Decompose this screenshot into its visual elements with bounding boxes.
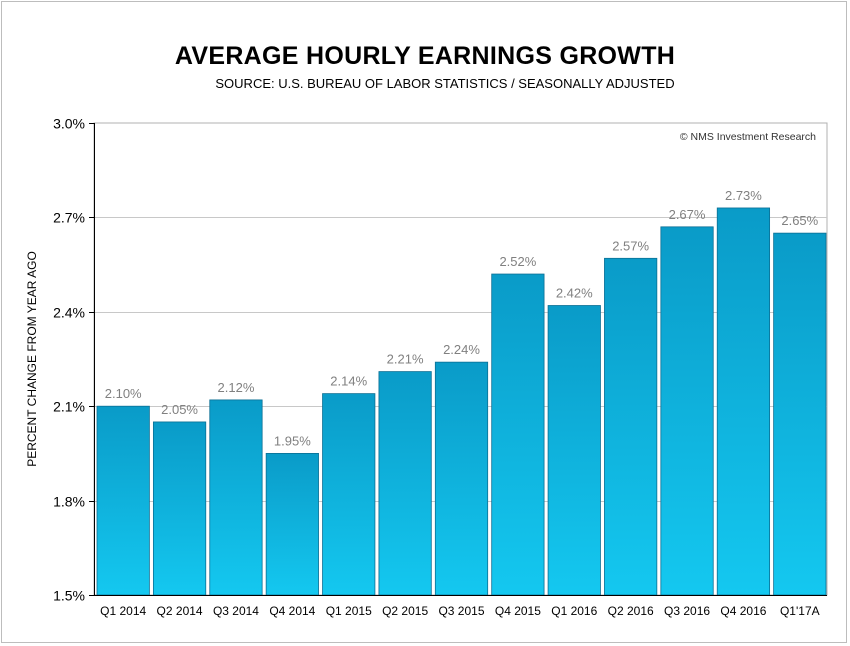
copyright-annotation: © NMS Investment Research	[680, 131, 816, 143]
x-tick-label: Q3 2014	[213, 604, 259, 618]
bar	[604, 257, 658, 596]
bar-data-label: 2.14%	[330, 374, 367, 389]
x-tick-label: Q1'17A	[780, 604, 820, 618]
bar	[716, 207, 771, 596]
x-tick-label: Q2 2016	[608, 604, 654, 618]
bar-data-label: 2.57%	[612, 238, 649, 253]
x-tick-label: Q1 2015	[326, 604, 372, 618]
bar	[152, 421, 207, 596]
x-tick-label: Q4 2015	[495, 604, 541, 618]
bar-data-label: 2.05%	[161, 402, 198, 417]
bar	[322, 393, 376, 596]
x-tick-label: Q2 2014	[157, 604, 203, 618]
x-tick-label: Q3 2015	[438, 604, 484, 618]
y-axis-label: PERCENT CHANGE FROM YEAR AGO	[25, 251, 39, 467]
bar	[547, 305, 601, 596]
bar-data-label: 2.67%	[669, 207, 706, 222]
bar	[378, 371, 432, 596]
x-tick-label: Q4 2016	[720, 604, 766, 618]
x-tick-label: Q3 2016	[664, 604, 710, 618]
y-tick-label: 1.8%	[53, 494, 85, 510]
y-tick-label: 2.1%	[53, 399, 85, 415]
bar-data-label: 2.24%	[443, 342, 480, 357]
x-tick-label: Q2 2015	[382, 604, 428, 618]
bar-data-label: 2.12%	[218, 380, 255, 395]
bar	[491, 273, 545, 596]
bar-data-label: 2.21%	[387, 352, 424, 367]
y-tick-label: 1.5%	[53, 588, 85, 604]
x-tick-label: Q1 2014	[100, 604, 146, 618]
chart-subtitle: SOURCE: U.S. BUREAU OF LABOR STATISTICS …	[215, 76, 675, 91]
bar	[209, 399, 263, 596]
bar	[773, 232, 827, 596]
bar	[434, 361, 489, 596]
y-tick-label: 3.0%	[53, 116, 85, 132]
bar	[265, 452, 319, 596]
y-tick-label: 2.4%	[53, 305, 85, 321]
y-tick-label: 2.7%	[53, 210, 85, 226]
bar-data-label: 2.73%	[725, 188, 762, 203]
x-tick-label: Q4 2014	[269, 604, 315, 618]
bar	[660, 226, 714, 596]
bar-data-label: 1.95%	[274, 433, 311, 448]
bar-data-label: 2.10%	[105, 386, 142, 401]
bar	[96, 405, 150, 596]
bar-data-label: 2.42%	[556, 286, 593, 301]
chart-title: AVERAGE HOURLY EARNINGS GROWTH	[174, 42, 676, 70]
bar-data-label: 2.65%	[781, 213, 818, 228]
bar-data-label: 2.52%	[499, 254, 536, 269]
x-tick-label: Q1 2016	[551, 604, 597, 618]
